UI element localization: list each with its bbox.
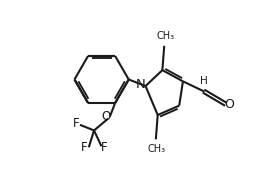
Text: F: F	[81, 141, 88, 154]
Text: F: F	[73, 117, 79, 130]
Text: F: F	[101, 141, 108, 154]
Text: CH₃: CH₃	[147, 144, 165, 154]
Text: O: O	[101, 110, 111, 122]
Text: H: H	[200, 76, 207, 86]
Text: N: N	[135, 78, 145, 91]
Text: CH₃: CH₃	[156, 31, 174, 41]
Text: O: O	[224, 98, 234, 111]
